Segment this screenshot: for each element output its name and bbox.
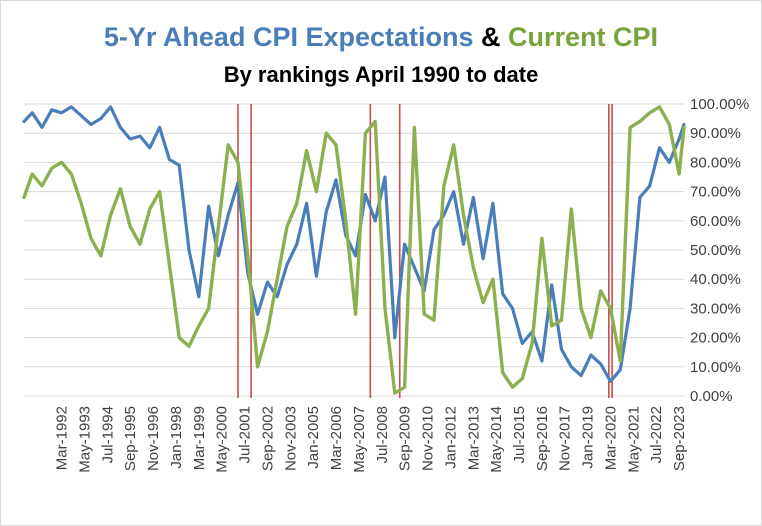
y-tick-label: 30.00% [690,300,741,317]
series-line-expectations [22,105,686,383]
x-tick-label: May-1993 [76,406,93,473]
y-tick-label: 50.00% [690,242,741,259]
x-tick-label: Mar-1992 [54,406,71,470]
title-series-a: 5-Yr Ahead CPI Expectations [103,22,474,52]
x-tick-label: Sep-2016 [534,406,551,471]
x-tick-label: Nov-2017 [557,406,574,471]
y-tick-label: 10.00% [690,359,741,376]
x-tick-label: May-2000 [214,406,231,473]
x-tick-label: May-2021 [625,406,642,473]
x-tick-label: Jul-1994 [99,406,116,464]
title-ampersand: & [481,22,501,52]
chart-title: 5-Yr Ahead CPI Expectations & Current CP… [0,20,762,54]
x-tick-label: Jul-2008 [374,406,391,464]
y-tick-label: 90.00% [690,125,741,142]
y-tick-label: 60.00% [690,213,741,230]
y-axis-ticks: 0.00% 10.00% 20.00% 30.00% 40.00% 50.00% 60.00… [690,96,749,405]
x-tick-label: Jan-2005 [305,406,322,469]
x-tick-label: Mar-2020 [603,406,620,470]
x-tick-label: Mar-2013 [465,406,482,470]
x-tick-label: May-2007 [351,406,368,473]
title-series-b: Current CPI [508,22,659,52]
x-tick-label: Jan-1998 [168,406,185,469]
x-tick-label: Jul-2015 [511,406,528,464]
x-tick-label: Mar-1999 [191,406,208,470]
x-axis-ticks: Mar-1992 May-1993 Jul-1994 Sep-1995 Nov-1996… [54,406,688,473]
y-tick-label: 40.00% [690,271,741,288]
x-tick-label: Sep-2023 [671,406,688,471]
y-tick-label: 100.00% [690,96,749,113]
x-tick-label: Sep-2009 [397,406,414,471]
x-tick-label: Jul-2022 [648,406,665,464]
x-tick-label: Nov-2003 [282,406,299,471]
series-layer [22,105,686,395]
x-tick-label: Jul-2001 [237,406,254,464]
y-tick-label: 0.00% [690,388,733,405]
chart-subtitle: By rankings April 1990 to date [223,62,539,87]
recession-markers [237,104,613,398]
x-tick-label: Nov-2010 [420,406,437,471]
x-tick-label: Jan-2012 [442,406,459,469]
y-tick-label: 70.00% [690,184,741,201]
x-tick-label: Sep-2002 [259,406,276,471]
y-tick-label: 80.00% [690,154,741,171]
series-line-current [22,105,686,395]
x-tick-label: May-2014 [488,406,505,473]
x-tick-label: Jan-2019 [580,406,597,469]
y-tick-label: 20.00% [690,330,741,347]
x-tick-label: Sep-1995 [122,406,139,471]
x-tick-label: Nov-1996 [145,406,162,471]
x-tick-label: Mar-2006 [328,406,345,470]
